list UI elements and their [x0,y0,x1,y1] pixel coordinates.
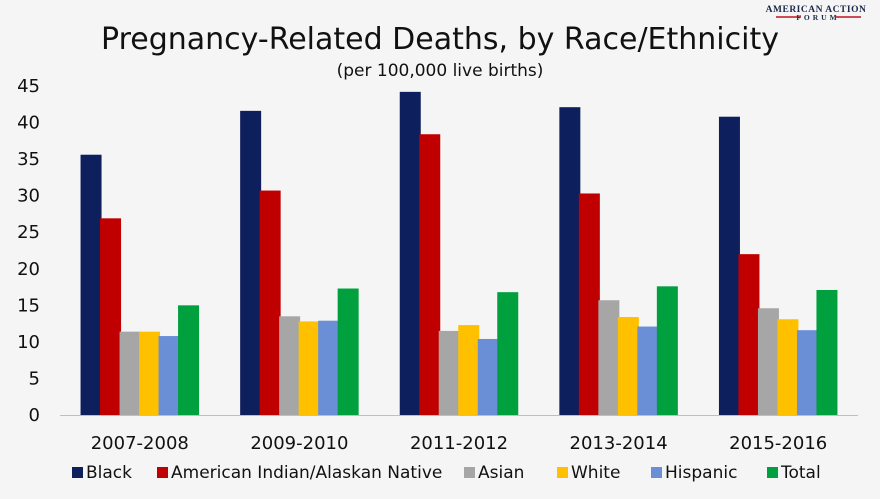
bar-total-1 [337,288,359,415]
y-tick-label: 35 [17,149,40,170]
y-axis: 0 5 10 15 20 25 30 35 40 45 [17,76,40,426]
bar-white-0 [139,331,161,415]
bar-hispanic-2 [477,338,499,415]
logo-line1: AMERICAN ACTION [766,5,867,15]
bar-american-indian-alaskan-native-2 [419,134,441,415]
bar-american-indian-alaskan-native-0 [100,218,122,415]
bar-american-indian-alaskan-native-4 [738,254,760,415]
legend-swatch [157,467,168,478]
y-tick-label: 0 [29,405,40,426]
bar-total-3 [656,286,678,415]
logo-line2: FORUM [796,13,839,22]
y-tick-label: 45 [17,76,40,97]
bar-white-3 [617,317,639,415]
bar-hispanic-1 [318,320,340,415]
x-axis: 2007-2008 2009-2010 2011-2012 2013-2014 2015… [91,433,828,454]
legend-label: Total [780,463,821,483]
y-tick-label: 5 [29,368,40,389]
bar-hispanic-0 [158,336,180,415]
bar-asian-2 [438,330,460,415]
y-tick-label: 20 [17,259,40,280]
y-tick-label: 15 [17,295,40,316]
bar-total-4 [816,289,838,415]
bar-white-1 [298,321,320,415]
legend-label: American Indian/Alaskan Native [171,463,442,483]
bar-black-3 [559,107,581,415]
bar-hispanic-4 [796,330,818,415]
legend-label: Asian [478,463,524,483]
bar-american-indian-alaskan-native-3 [578,193,600,415]
legend: Black American Indian/Alaskan Native Asian… [72,463,821,483]
legend-swatch [72,467,83,478]
bar-white-4 [777,319,799,415]
y-tick-label: 30 [17,186,40,207]
x-category-label: 2009-2010 [250,433,348,454]
legend-label: White [571,463,620,483]
bar-white-2 [458,325,480,415]
y-tick-label: 10 [17,332,40,353]
legend-swatch [557,467,568,478]
bars [80,91,838,416]
bar-hispanic-3 [637,326,659,415]
bar-asian-3 [598,300,620,415]
x-category-label: 2015-2016 [729,433,827,454]
bar-asian-1 [279,316,301,415]
bar-total-2 [497,292,519,415]
bar-black-4 [718,116,740,416]
x-category-label: 2013-2014 [570,433,668,454]
chart-title: Pregnancy-Related Deaths, by Race/Ethnic… [101,22,779,57]
bar-asian-4 [757,308,779,415]
y-tick-label: 40 [17,113,40,134]
legend-label: Black [86,463,132,483]
y-tick-label: 25 [17,222,40,243]
bar-black-2 [399,91,421,415]
legend-swatch [767,467,778,478]
legend-swatch [651,467,662,478]
legend-swatch [464,467,475,478]
bar-black-0 [80,154,102,415]
chart-subtitle: (per 100,000 live births) [337,61,544,81]
legend-label: Hispanic [665,463,737,483]
bar-black-1 [240,110,262,416]
aaf-logo: AMERICAN ACTION FORUM [766,5,867,22]
bar-asian-0 [119,331,141,415]
x-category-label: 2011-2012 [410,433,508,454]
bar-total-0 [178,305,200,415]
bar-american-indian-alaskan-native-1 [259,190,281,415]
x-category-label: 2007-2008 [91,433,189,454]
